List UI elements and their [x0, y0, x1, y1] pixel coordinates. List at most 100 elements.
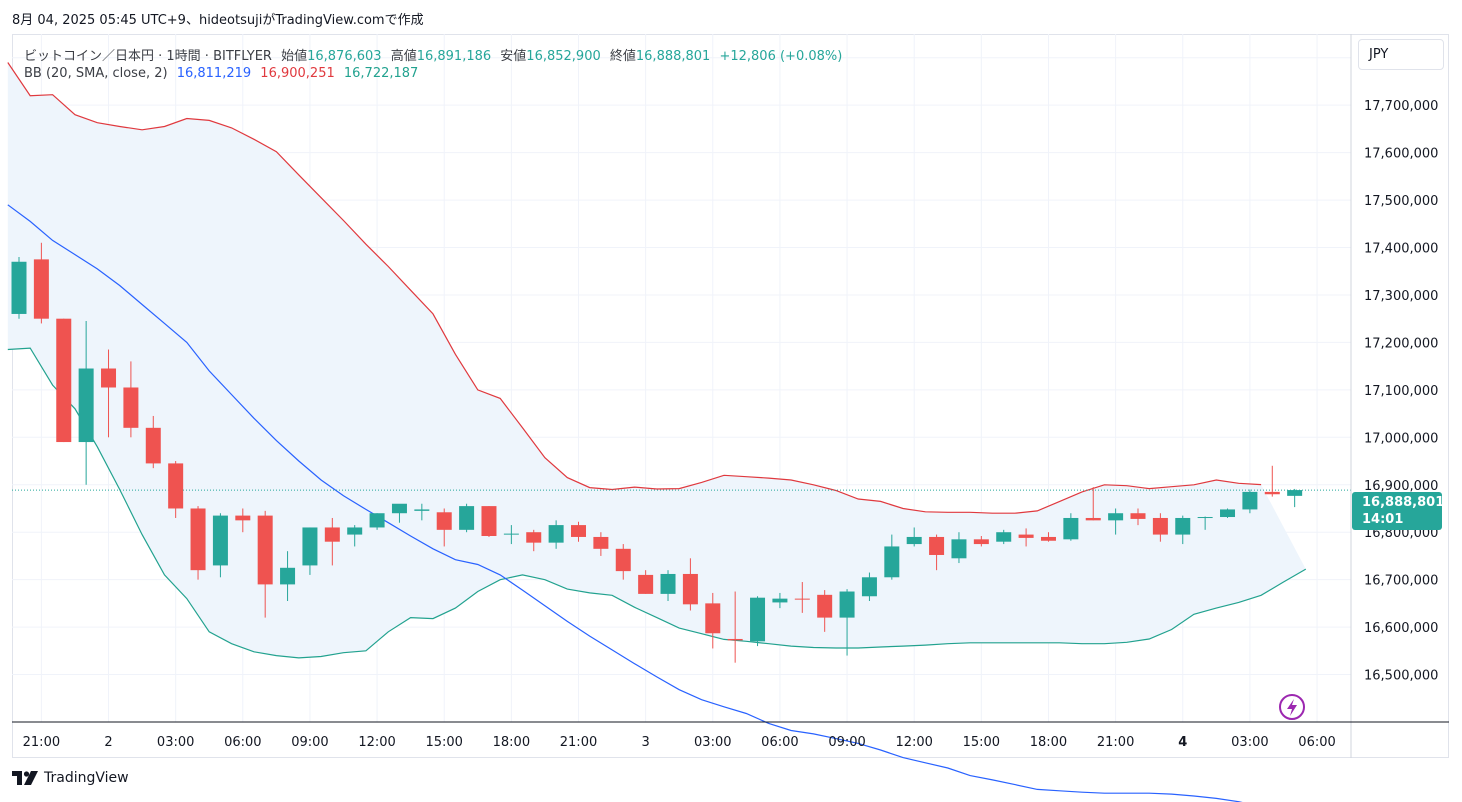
candle-body [302, 527, 318, 566]
candle-body [481, 506, 497, 537]
y-tick-label: 17,100,000 [1364, 384, 1438, 399]
low-label: 安値 [500, 49, 527, 64]
candle [1264, 465, 1280, 497]
bb-basis-value: 16,811,219 [176, 66, 252, 81]
lightning-bolt-shape [1287, 699, 1297, 716]
candle-body [929, 536, 945, 555]
x-tick-label: 15:00 [963, 735, 1000, 750]
candle-body [212, 515, 228, 566]
candle-body [1108, 513, 1124, 521]
candle [973, 536, 989, 547]
candle-body [257, 515, 273, 585]
x-tick-label: 2 [104, 735, 112, 750]
x-tick-label: 12:00 [895, 735, 932, 750]
candle [638, 570, 654, 594]
y-tick-label: 16,700,000 [1364, 574, 1438, 589]
candle-body [56, 318, 72, 443]
candle-body [101, 368, 117, 388]
candle-body [1063, 517, 1079, 540]
x-tick-label: 09:00 [291, 735, 328, 750]
candle [772, 592, 788, 609]
indicator-label[interactable]: BB (20, SMA, close, 2) [24, 66, 168, 81]
bb-lower-value: 16,722,187 [343, 66, 419, 81]
candle [391, 503, 407, 523]
candle-body [884, 546, 900, 578]
x-tick-label: 21:00 [23, 735, 60, 750]
candle-body [593, 536, 609, 549]
candle-body [571, 525, 586, 537]
candle-body [459, 506, 475, 530]
bb-basis-line [7, 204, 1243, 802]
candle [615, 544, 631, 580]
bb-upper-value: 16,900,251 [260, 66, 335, 81]
bb-upper-line [7, 62, 1262, 514]
y-tick-label: 17,300,000 [1364, 289, 1438, 304]
candle-body [324, 527, 340, 542]
bb-lower-line [7, 347, 1307, 659]
x-tick-label: 21:00 [560, 735, 597, 750]
candle-body [190, 508, 206, 571]
candle-body [839, 591, 855, 618]
y-tick-label: 17,000,000 [1364, 431, 1438, 446]
high-label: 高値 [390, 49, 417, 64]
candle [996, 529, 1012, 545]
candle [459, 503, 475, 533]
candle [481, 506, 497, 537]
candle-body [1018, 534, 1034, 538]
change-value: +12,806 (+0.08%) [719, 49, 843, 64]
candle-body [369, 513, 385, 528]
y-tick-label: 16,600,000 [1364, 621, 1438, 636]
x-tick-label: 03:00 [1231, 735, 1268, 750]
candle [257, 510, 273, 618]
candle-body [951, 539, 967, 559]
candle [727, 591, 743, 663]
candle-body [638, 574, 654, 594]
x-tick-label: 06:00 [224, 735, 261, 750]
candle-body [391, 503, 407, 514]
candle [1040, 532, 1056, 542]
candle [884, 534, 900, 580]
candle [794, 582, 810, 613]
candle [324, 517, 340, 566]
candle-body [794, 598, 810, 600]
footer-brand-label: TradingView [44, 770, 129, 786]
lightning-bolt-icon[interactable] [1279, 694, 1305, 720]
candle [280, 551, 296, 602]
candle-body [503, 533, 519, 535]
candle [1152, 513, 1168, 542]
candle [302, 527, 318, 575]
candle-body [526, 532, 542, 543]
footer-brand[interactable]: TradingView [12, 770, 129, 786]
currency-button[interactable]: JPY [1358, 39, 1444, 70]
candle-body [33, 259, 49, 319]
candle [817, 590, 833, 632]
candle [526, 529, 542, 552]
candle-body [78, 368, 94, 443]
candle-body [750, 597, 766, 642]
tradingview-logo-icon [12, 771, 38, 785]
candle [11, 257, 27, 319]
candle-body [615, 548, 631, 572]
x-tick-label: 3 [641, 735, 649, 750]
candle [593, 532, 609, 556]
candle-body [1197, 517, 1213, 519]
x-tick-label: 21:00 [1097, 735, 1134, 750]
candle [123, 361, 139, 438]
candle-body [347, 527, 363, 535]
candle-body [660, 573, 676, 594]
symbol-label[interactable]: ビットコイン／日本円 · 1時間 · BITFLYER [24, 49, 272, 64]
candle-body [123, 387, 139, 428]
bar-countdown: 14:01 [1362, 512, 1404, 527]
candle-body [1040, 536, 1056, 541]
indicator-legend: BB (20, SMA, close, 2) 16,811,219 16,900… [24, 66, 423, 81]
high-value: 16,891,186 [416, 49, 492, 64]
candle [906, 527, 922, 547]
candle-body [168, 463, 184, 509]
candle [929, 534, 945, 571]
candle [78, 321, 94, 485]
candle [571, 521, 586, 542]
candles [11, 242, 1303, 663]
candle [951, 532, 967, 564]
candle [1130, 508, 1146, 526]
